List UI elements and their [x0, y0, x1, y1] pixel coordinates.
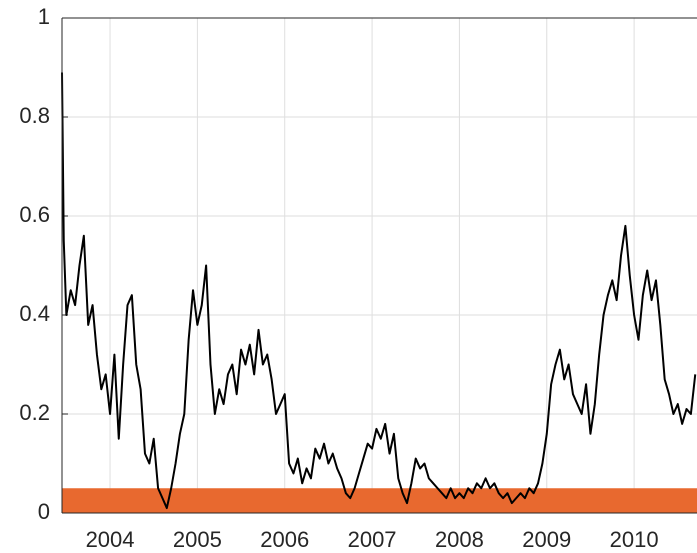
x-tick-label: 2010 [610, 527, 659, 552]
y-tick-label: 0.8 [19, 103, 50, 128]
x-tick-label: 2004 [86, 527, 135, 552]
shaded-band [62, 488, 697, 513]
x-tick-label: 2008 [435, 527, 484, 552]
y-tick-label: 0.6 [19, 202, 50, 227]
y-tick-label: 0.2 [19, 400, 50, 425]
y-tick-label: 1 [38, 4, 50, 29]
x-tick-label: 2007 [348, 527, 397, 552]
y-tick-label: 0 [38, 499, 50, 524]
y-tick-label: 0.4 [19, 301, 50, 326]
line [61, 72, 697, 510]
x-tick-label: 2005 [173, 527, 222, 552]
x-tick-label: 2006 [260, 527, 309, 552]
x-tick-label: 2009 [522, 527, 571, 552]
